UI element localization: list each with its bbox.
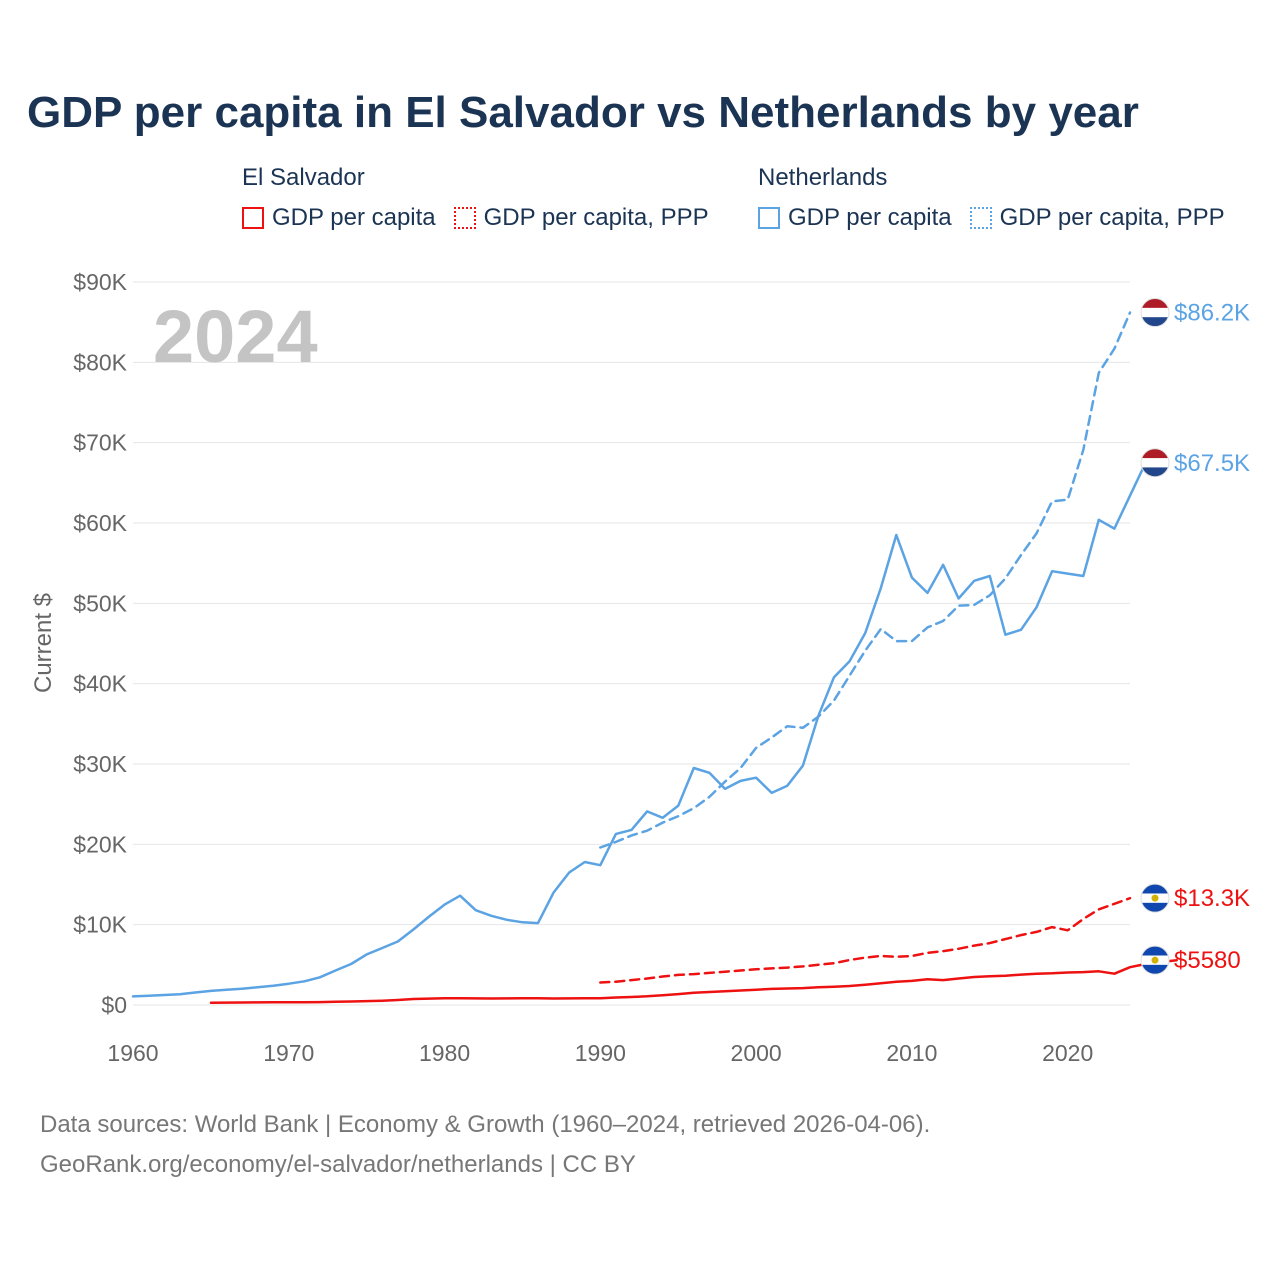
legend-label: GDP per capita bbox=[788, 204, 952, 231]
y-tick-label: $50K bbox=[73, 590, 127, 616]
y-tick-label: $30K bbox=[73, 751, 127, 777]
y-tick-label: $20K bbox=[73, 831, 127, 857]
y-tick-label: $10K bbox=[73, 912, 127, 938]
chart-title: GDP per capita in El Salvador vs Netherl… bbox=[27, 88, 1139, 137]
line-chart: $0 $10K $20K $30K $40K $50K $60K $70K $80K $90K 19… bbox=[30, 269, 1250, 1066]
legend-label: GDP per capita, PPP bbox=[483, 204, 709, 231]
y-tick-label: $90K bbox=[73, 269, 127, 295]
legend-item-el-salvador-ppp[interactable]: GDP per capita, PPP bbox=[453, 204, 709, 232]
legend-swatch-solid-icon bbox=[242, 207, 264, 229]
legend-item-netherlands-ppp[interactable]: GDP per capita, PPP bbox=[969, 204, 1225, 232]
credit-link[interactable]: GeoRank.org/economy/el-salvador/netherla… bbox=[40, 1151, 636, 1178]
legend-netherlands: Netherlands GDP per capita GDP per capit… bbox=[758, 162, 1225, 232]
x-tick-label: 1970 bbox=[263, 1040, 314, 1066]
end-value-label: $67.5K bbox=[1174, 450, 1250, 477]
legend-label: GDP per capita bbox=[272, 204, 436, 231]
x-tick-label: 2000 bbox=[731, 1040, 782, 1066]
y-tick-label: $70K bbox=[73, 430, 127, 456]
flag-border bbox=[1140, 883, 1170, 913]
data-sources: Data sources: World Bank | Economy & Gro… bbox=[40, 1111, 931, 1138]
flag-border bbox=[1140, 298, 1170, 328]
legend-swatch-solid-icon bbox=[758, 207, 780, 229]
el-salvador-flag-icon bbox=[1141, 946, 1169, 975]
legend-item-el-salvador-gdp[interactable]: GDP per capita bbox=[242, 204, 436, 232]
legend-country-netherlands: Netherlands bbox=[758, 164, 888, 191]
flag-border bbox=[1140, 448, 1170, 478]
legend-item-netherlands-gdp[interactable]: GDP per capita bbox=[758, 204, 952, 232]
legend-el-salvador: El Salvador GDP per capita GDP per capit… bbox=[242, 162, 709, 232]
y-axis-label: Current $ bbox=[30, 593, 57, 693]
footer: Data sources: World Bank | Economy & Gro… bbox=[40, 1105, 930, 1185]
y-tick-label: $60K bbox=[73, 510, 127, 536]
series-line-el_salvador-solid bbox=[209, 958, 1178, 1004]
x-tick-label: 1960 bbox=[107, 1040, 158, 1066]
y-tick-label: $40K bbox=[73, 671, 127, 697]
year-label: 2024 bbox=[153, 295, 318, 378]
x-tick-label: 2020 bbox=[1042, 1040, 1093, 1066]
end-value-label: $86.2K bbox=[1174, 300, 1250, 327]
series-line-el_salvador-dashed bbox=[599, 896, 1132, 984]
netherlands-flag-icon bbox=[1141, 448, 1169, 477]
legend-country-el-salvador: El Salvador bbox=[242, 164, 365, 191]
series-line-netherlands-solid bbox=[131, 461, 1147, 998]
netherlands-flag-icon bbox=[1141, 298, 1169, 327]
x-tick-label: 2010 bbox=[886, 1040, 937, 1066]
series-line-netherlands-dashed bbox=[599, 311, 1132, 849]
x-tick-label: 1980 bbox=[419, 1040, 470, 1066]
flag-border bbox=[1140, 945, 1170, 975]
end-value-label: $13.3K bbox=[1174, 885, 1250, 912]
el-salvador-flag-icon bbox=[1141, 884, 1169, 913]
legend-swatch-dotted-icon bbox=[969, 207, 992, 229]
end-value-label: $5580 bbox=[1174, 947, 1241, 974]
x-tick-label: 1990 bbox=[575, 1040, 626, 1066]
legend-swatch-dotted-icon bbox=[453, 207, 476, 229]
legend-label: GDP per capita, PPP bbox=[999, 204, 1225, 231]
y-tick-label: $80K bbox=[73, 349, 127, 375]
y-tick-label: $0 bbox=[101, 992, 127, 1018]
